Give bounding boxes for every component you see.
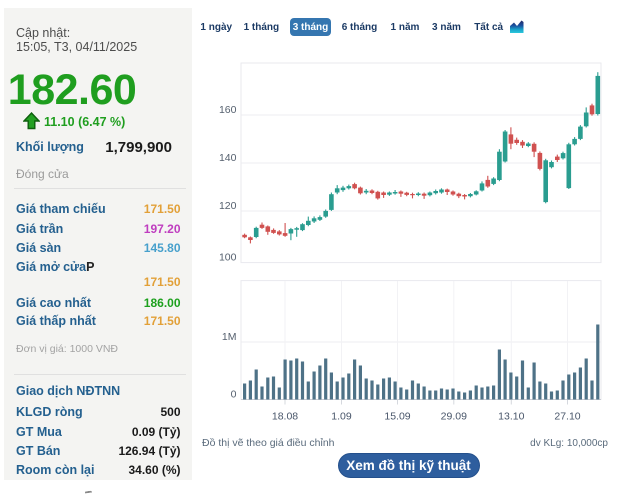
svg-text:1.09: 1.09 [331,411,352,423]
svg-text:1M: 1M [222,331,237,343]
svg-text:160: 160 [219,104,237,116]
svg-text:120: 120 [219,200,237,212]
svg-text:18.08: 18.08 [272,411,298,423]
svg-text:0: 0 [231,389,237,401]
svg-text:15.09: 15.09 [384,411,410,423]
svg-text:100: 100 [219,252,237,264]
svg-text:13.10: 13.10 [498,411,524,423]
svg-text:29.09: 29.09 [441,411,467,423]
svg-text:27.10: 27.10 [554,411,580,423]
svg-text:140: 140 [219,152,237,164]
